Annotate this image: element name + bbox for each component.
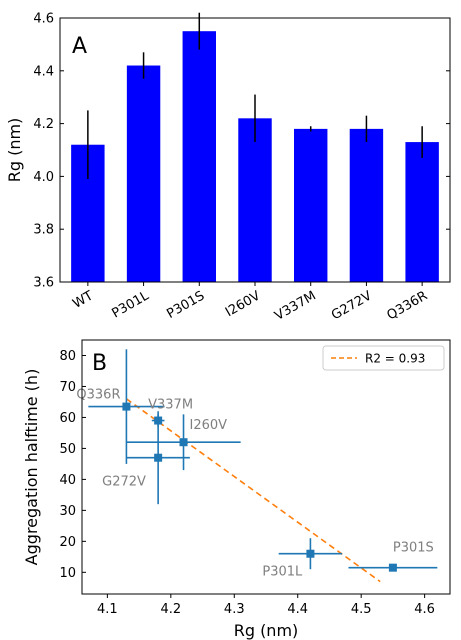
y-tick-label: 4.2 (33, 117, 54, 132)
x-tick-label: 4.3 (224, 602, 245, 617)
bar-V337M (294, 128, 328, 282)
point-P301S (348, 563, 438, 572)
x-tick-label: I260V (223, 288, 263, 320)
y-tick-label: 70 (59, 380, 76, 395)
y-tick-label: 40 (59, 473, 76, 488)
bar-I260V (238, 118, 272, 282)
x-tick-label: G272V (329, 288, 375, 323)
point-marker (179, 438, 188, 447)
y-tick-label: 4.4 (33, 64, 54, 79)
plot-frame (81, 339, 451, 595)
y-tick-label: 50 (59, 442, 76, 457)
y-axis-ticks: 10 20 30 40 50 60 70 80 (59, 349, 86, 581)
bar-P301L (126, 65, 161, 283)
fit-line (125, 398, 381, 583)
point-label-V337M: V337M (148, 398, 193, 413)
x-tick-label: WT (70, 288, 96, 311)
panel-letter: B (92, 351, 107, 376)
point-I260V (126, 414, 241, 471)
data-points (88, 349, 438, 572)
bar-G272V (349, 128, 384, 282)
y-tick-label: 20 (59, 535, 76, 550)
error-bars (87, 12, 423, 180)
panel-b-scatter-chart: Q336R V337M I260V G272V P301L P301S 10 20 30 40 5… (22, 339, 451, 640)
y-tick-label: 80 (59, 349, 76, 364)
x-tick-label: 4.4 (287, 602, 308, 617)
point-G272V (126, 411, 190, 505)
point-marker (388, 563, 397, 572)
x-tick-label: P301L (110, 288, 153, 321)
y-tick-label: 30 (59, 504, 76, 519)
bar-Q336R (405, 142, 439, 282)
x-axis-ticks: 4.1 4.2 4.3 4.4 4.5 4.6 (97, 594, 435, 617)
x-tick-label: 4.5 (351, 602, 372, 617)
y-tick-label: 4.6 (33, 12, 54, 27)
x-tick-label: 4.2 (160, 602, 181, 617)
y-tick-label: 60 (59, 411, 76, 426)
legend-label: R2 = 0.93 (365, 352, 425, 366)
y-axis-title: Rg (nm) (5, 118, 24, 183)
bars (71, 31, 439, 283)
x-axis-ticks: WT P301L P301S I260V V337M G272V Q336R (70, 282, 430, 324)
bar-P301S (182, 31, 216, 283)
x-tick-label: Q336R (384, 288, 430, 323)
y-tick-label: 3.6 (33, 276, 54, 291)
y-axis-title: Aggregation halftime (h) (22, 369, 41, 566)
x-tick-label: V337M (272, 288, 318, 323)
y-tick-label: 3.8 (33, 223, 54, 238)
point-label-G272V: G272V (102, 475, 146, 490)
legend: R2 = 0.93 (322, 345, 445, 371)
y-tick-label: 10 (59, 566, 76, 581)
x-tick-label: 4.6 (414, 602, 435, 617)
point-label-I260V: I260V (190, 418, 228, 433)
point-label-P301S: P301S (393, 541, 434, 556)
y-axis-ticks: 3.6 3.8 4.0 4.2 4.4 4.6 (33, 12, 450, 291)
x-tick-label: 4.1 (97, 602, 118, 617)
point-label-Q336R: Q336R (76, 388, 120, 403)
y-tick-label: 4.0 (33, 170, 54, 185)
point-P301L (278, 538, 343, 570)
panel-letter: A (72, 34, 87, 59)
point-marker (122, 402, 131, 411)
x-axis-title: Rg (nm) (234, 621, 299, 640)
legend-box (322, 345, 445, 371)
x-tick-label: P301S (164, 288, 207, 321)
point-Q336R (88, 349, 165, 464)
point-labels: Q336R V337M I260V G272V P301L P301S (76, 388, 433, 580)
point-marker (154, 453, 163, 462)
point-label-P301L: P301L (262, 565, 303, 580)
point-marker (306, 549, 315, 558)
panel-a-bar-chart: 3.6 3.8 4.0 4.2 4.4 4.6 WT P301L P301S I260V V337… (5, 12, 451, 324)
